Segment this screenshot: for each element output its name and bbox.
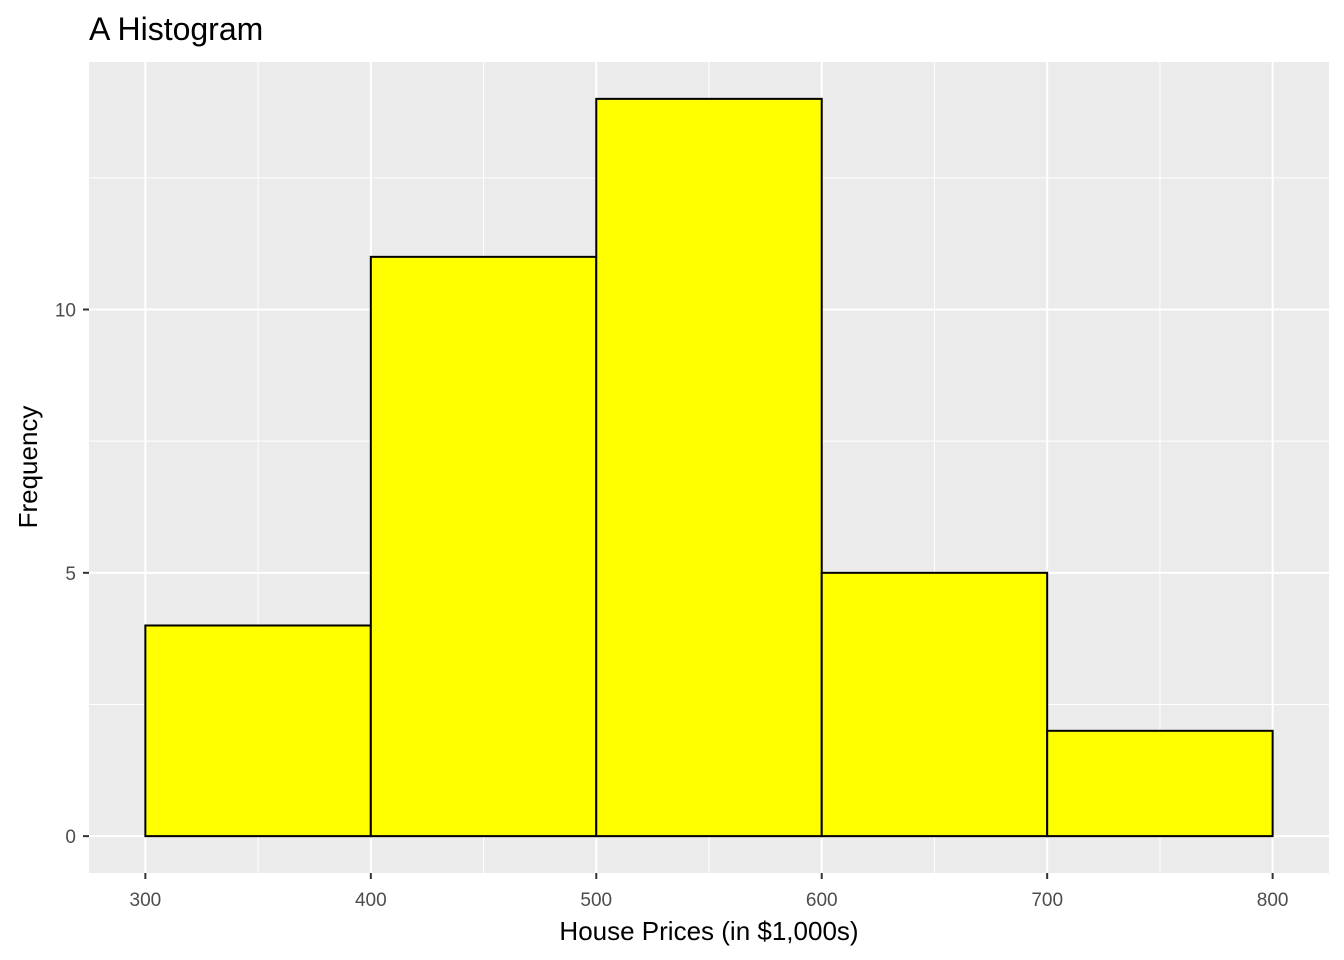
x-tick-label: 400 <box>355 890 387 911</box>
x-tick-label: 700 <box>1031 890 1063 911</box>
x-tick-label: 300 <box>130 890 162 911</box>
chart-title: A Histogram <box>89 11 263 47</box>
histogram-bar <box>144 624 372 838</box>
x-tick-label: 800 <box>1257 890 1289 911</box>
x-axis-title: House Prices (in $1,000s) <box>559 916 858 946</box>
y-tick-label: 0 <box>65 827 76 848</box>
x-tick-label: 600 <box>806 890 838 911</box>
histogram-bar <box>369 255 598 838</box>
histogram-bar <box>1046 729 1274 838</box>
histogram-bar <box>820 571 1049 838</box>
y-axis: 0 5 10 <box>55 301 89 848</box>
y-tick-label: 5 <box>65 564 76 585</box>
x-tick-label: 500 <box>580 890 612 911</box>
histogram-bar <box>595 97 823 838</box>
x-axis: 300 400 500 600 700 800 <box>130 873 1289 911</box>
y-tick-label: 10 <box>55 301 76 322</box>
y-axis-title: Frequency <box>13 406 43 529</box>
histogram-bars <box>144 97 1274 838</box>
